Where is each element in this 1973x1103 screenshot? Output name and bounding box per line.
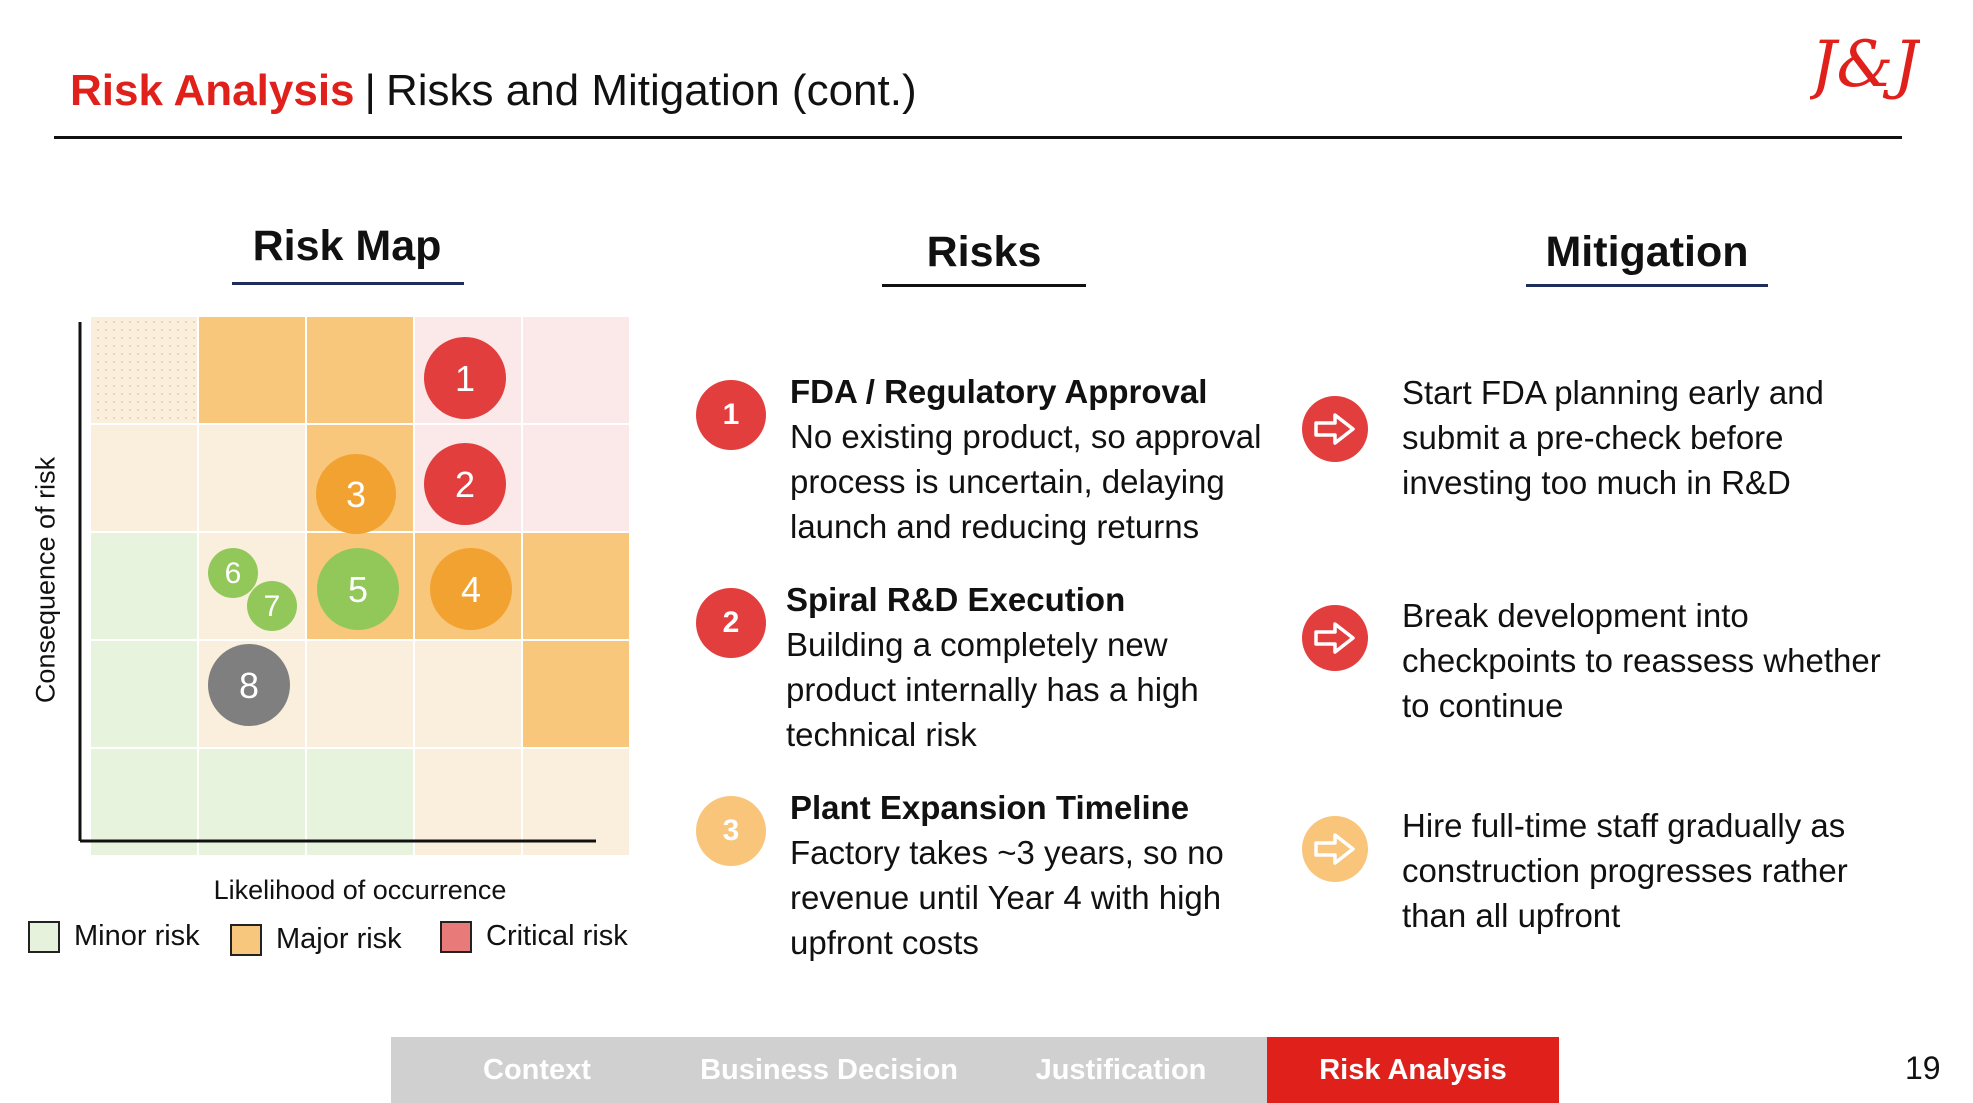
legend-major: Major risk — [230, 923, 402, 956]
risk-item-3: 3 Plant Expansion Timeline Factory takes… — [696, 786, 1224, 965]
risk-bubble-label: 8 — [239, 665, 259, 706]
matrix-cell — [89, 423, 199, 533]
risk-bubble-label: 5 — [348, 569, 368, 610]
risk-line: Building a completely new — [786, 626, 1168, 663]
slide-title: Risk Analysis | Risks and Mitigation (cont… — [70, 66, 917, 116]
risk-bubble-3 — [316, 454, 396, 534]
risk-bubble-6 — [208, 548, 258, 598]
matrix-cell — [521, 531, 631, 641]
risk-bubble-2 — [424, 443, 506, 525]
risk-bubble-1 — [424, 337, 506, 419]
matrix-cell — [89, 315, 199, 425]
nav-tab-business-decision[interactable]: Business Decision — [683, 1037, 975, 1103]
matrix-cell — [413, 747, 523, 857]
svg-text:J&J: J&J — [1810, 28, 1920, 102]
mitigation-line: Break development into — [1402, 597, 1749, 634]
risk-item-1: 1 FDA / Regulatory Approval No existing … — [696, 370, 1261, 549]
risk-bubble-label: 2 — [455, 464, 475, 505]
risk-bubble-label: 1 — [455, 358, 475, 399]
matrix-cell — [305, 639, 415, 749]
arrow-right-icon — [1302, 605, 1368, 671]
risk-bubble-5 — [317, 548, 399, 630]
risk-bubble-7 — [247, 581, 297, 631]
mitigation-line: submit a pre-check before — [1402, 419, 1784, 456]
legend-swatch-minor — [28, 920, 60, 953]
matrix-bubbles: 1 2 3 4 5 67 8 — [208, 337, 512, 726]
mitigation-line: Start FDA planning early and — [1402, 374, 1824, 411]
mitigation-item-3: Hire full-time staff gradually as constr… — [1302, 803, 1848, 938]
legend-swatch-major — [230, 923, 262, 956]
nav-tab-risk-analysis[interactable]: Risk Analysis — [1267, 1037, 1559, 1103]
risk-bubble-label: 6 — [225, 557, 242, 590]
risk-line: revenue until Year 4 with high — [790, 879, 1222, 916]
mitigation-title-underline — [1526, 284, 1768, 287]
section-nav: Context Business Decision Justification … — [391, 1037, 1559, 1103]
matrix-cell — [197, 315, 307, 425]
jnj-logo: J&J — [1810, 28, 1920, 102]
title-accent: Risk Analysis — [70, 66, 355, 115]
legend-critical: Critical risk — [440, 920, 628, 953]
nav-tab-context[interactable]: Context — [391, 1037, 683, 1103]
risk-bubble-8 — [208, 644, 290, 726]
mitigation-line: investing too much in R&D — [1402, 464, 1791, 501]
title-separator: | — [364, 66, 376, 115]
risk-heading: Plant Expansion Timeline — [790, 789, 1190, 826]
mitigation-line: checkpoints to reassess whether — [1402, 642, 1881, 679]
risk-map-title: Risk Map — [252, 222, 442, 270]
matrix-cell — [521, 747, 631, 857]
risk-line: launch and reducing returns — [790, 508, 1200, 545]
matrix-cell — [197, 747, 307, 857]
legend-swatch-critical — [440, 920, 472, 953]
y-axis-label: Consequence of risk — [30, 456, 61, 704]
matrix-cell — [413, 639, 523, 749]
risks-title-underline — [882, 284, 1086, 287]
risk-heading: Spiral R&D Execution — [786, 581, 1126, 618]
mitigation-title: Mitigation — [1545, 228, 1749, 276]
risk-line: process is uncertain, delaying — [790, 463, 1225, 500]
matrix-cell — [521, 423, 631, 533]
risk-line: upfront costs — [790, 924, 979, 961]
legend-label-critical: Critical risk — [486, 920, 628, 952]
legend-minor: Minor risk — [28, 920, 200, 953]
title-rest: Risks and Mitigation (cont.) — [385, 66, 917, 115]
risk-number-badge: 3 — [696, 796, 766, 866]
mitigation-line: to continue — [1402, 687, 1564, 724]
arrow-right-icon — [1302, 396, 1368, 462]
matrix-cell — [89, 639, 199, 749]
risk-number-badge: 2 — [696, 588, 766, 658]
matrix-cell — [89, 531, 199, 641]
mitigation-line: than all upfront — [1402, 897, 1621, 934]
risk-map-title-underline — [232, 282, 464, 285]
page-number: 19 — [1905, 1050, 1941, 1086]
matrix-cell — [197, 423, 307, 533]
matrix-cell — [521, 315, 631, 425]
risks-title: Risks — [926, 228, 1042, 276]
matrix-cell — [305, 315, 415, 425]
risk-line: No existing product, so approval — [790, 418, 1262, 455]
legend-label-major: Major risk — [276, 923, 402, 955]
risk-line: technical risk — [786, 716, 977, 753]
x-axis-label: Likelihood of occurrence — [213, 875, 507, 905]
risk-line: product internally has a high — [786, 671, 1199, 708]
legend-label-minor: Minor risk — [74, 920, 200, 952]
risk-bubble-label: 3 — [346, 474, 366, 515]
risk-number-badge: 1 — [696, 380, 766, 450]
risk-line: Factory takes ~3 years, so no — [790, 834, 1224, 871]
mitigation-line: Hire full-time staff gradually as — [1402, 807, 1846, 844]
risk-bubble-4 — [430, 548, 512, 630]
risk-bubble-label: 4 — [461, 569, 481, 610]
risk-heading: FDA / Regulatory Approval — [790, 373, 1208, 410]
matrix-cell — [521, 639, 631, 749]
mitigation-line: construction progresses rather — [1402, 852, 1848, 889]
nav-tab-justification[interactable]: Justification — [975, 1037, 1267, 1103]
mitigation-item-1: Start FDA planning early and submit a pr… — [1302, 370, 1824, 505]
risk-item-2: 2 Spiral R&D Execution Building a comple… — [696, 578, 1199, 757]
mitigation-item-2: Break development into checkpoints to re… — [1302, 593, 1881, 728]
risk-bubble-label: 7 — [264, 590, 281, 623]
header-divider — [54, 136, 1902, 139]
arrow-right-icon — [1302, 816, 1368, 882]
